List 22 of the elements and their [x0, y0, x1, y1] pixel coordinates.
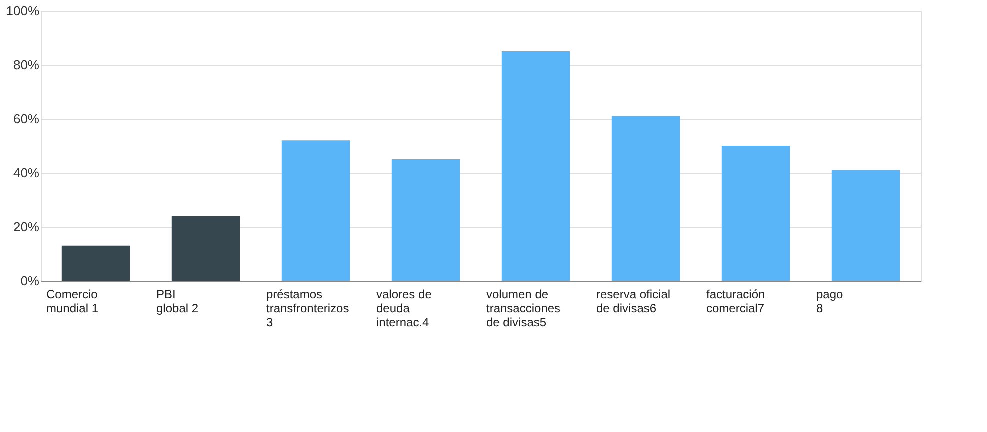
bar: [392, 160, 460, 281]
x-tick-label: volumen de transacciones de divisas5: [486, 288, 561, 330]
bar: [502, 52, 570, 281]
bar: [722, 146, 790, 281]
x-tick-label: préstamos transfronterizos 3: [266, 288, 350, 330]
y-tick-label: 80%: [13, 58, 40, 72]
x-tick-label: valores de deuda internac.4: [376, 288, 432, 330]
y-tick-label: 20%: [13, 220, 40, 234]
bar: [282, 140, 350, 281]
y-tick-label: 100%: [6, 4, 40, 18]
y-tick-label: 0%: [20, 274, 40, 288]
x-tick-label: facturación comercial7: [706, 288, 766, 316]
bar: [612, 116, 680, 281]
x-tick-label: Comercio mundial 1: [46, 288, 99, 316]
x-tick-label: pago 8: [816, 288, 844, 316]
bar: [832, 170, 900, 281]
y-tick-label: 60%: [13, 112, 40, 126]
bar: [172, 216, 240, 281]
x-tick-label: PBI global 2: [156, 288, 199, 316]
bar: [62, 246, 130, 281]
y-tick-label: 40%: [13, 166, 40, 180]
x-tick-label: reserva oficial de divisas6: [596, 288, 671, 316]
